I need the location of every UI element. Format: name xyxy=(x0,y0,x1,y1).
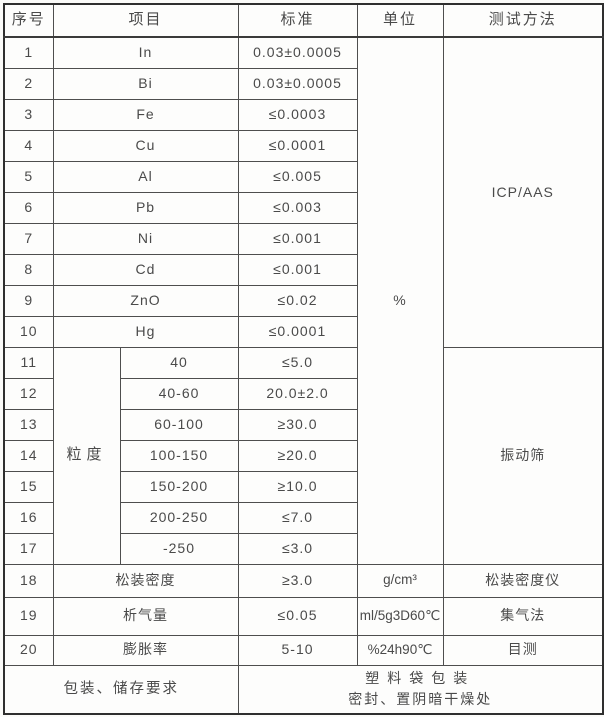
cell-no: 19 xyxy=(3,596,54,636)
cell-standard: ≤0.0001 xyxy=(237,315,358,348)
cell-item: 松装密度 xyxy=(52,563,239,598)
cell-no: 1 xyxy=(3,36,54,69)
cell-standard: 20.0±2.0 xyxy=(237,377,358,410)
cell-item: Ni xyxy=(52,222,239,255)
cell-standard: ≥3.0 xyxy=(237,563,358,598)
cell-standard: ≤0.05 xyxy=(237,596,358,636)
cell-no: 9 xyxy=(3,284,54,317)
method-sieve-cell: 振动筛 xyxy=(442,346,604,565)
cell-no: 12 xyxy=(3,377,54,410)
unit-percent-cell: % xyxy=(356,36,444,565)
cell-no: 11 xyxy=(3,346,54,379)
cell-no: 20 xyxy=(3,634,54,666)
footer-row: 包装、储存要求 塑料袋包装 密封、置阴暗干燥处 xyxy=(3,664,604,715)
cell-unit: ml/5g3D60℃ xyxy=(356,596,444,636)
cell-size: -250 xyxy=(119,532,239,565)
table-row: 20 膨胀率 5-10 %24h90℃ 目测 xyxy=(3,634,604,666)
header-no: 序号 xyxy=(3,3,54,38)
cell-standard: ≥30.0 xyxy=(237,408,358,441)
table-row: 11 粒度 40 ≤5.0 振动筛 xyxy=(3,346,604,565)
cell-no: 15 xyxy=(3,470,54,503)
cell-no: 6 xyxy=(3,191,54,224)
cell-method: 松装密度仪 xyxy=(442,563,604,598)
footer-right: 塑料袋包装 密封、置阴暗干燥处 xyxy=(237,664,604,715)
table-row: 15 150-200 ≥10.0 xyxy=(3,470,603,503)
table-row: 12 40-60 20.0±2.0 xyxy=(3,377,603,410)
cell-standard: ≤0.001 xyxy=(237,222,358,255)
cell-standard: ≥10.0 xyxy=(237,470,358,503)
table-row: 5 Al ≤0.005 xyxy=(3,160,603,193)
table-row: 10 Hg ≤0.0001 xyxy=(3,315,603,348)
cell-standard: ≤7.0 xyxy=(237,501,358,534)
cell-no: 16 xyxy=(3,501,54,534)
granularity-label-cell: 粒度 xyxy=(52,346,121,565)
footer-left: 包装、储存要求 xyxy=(3,664,239,715)
header-item: 项目 xyxy=(52,3,239,38)
cell-size: 100-150 xyxy=(119,439,239,472)
cell-item: Bi xyxy=(52,67,239,100)
cell-standard: ≤5.0 xyxy=(237,346,358,379)
table-row: 16 200-250 ≤7.0 xyxy=(3,501,603,534)
cell-method: 集气法 xyxy=(442,596,604,636)
cell-no: 17 xyxy=(3,532,54,565)
cell-item: 析气量 xyxy=(52,596,239,636)
cell-standard: 0.03±0.0005 xyxy=(237,67,358,100)
cell-item: In xyxy=(52,36,239,69)
table-row: 9 ZnO ≤0.02 xyxy=(3,284,603,317)
cell-no: 13 xyxy=(3,408,54,441)
cell-item: Cd xyxy=(52,253,239,286)
cell-no: 18 xyxy=(3,563,54,598)
cell-unit: g/cm³ xyxy=(356,563,444,598)
cell-size: 40 xyxy=(119,346,239,379)
cell-standard: 0.03±0.0005 xyxy=(237,36,358,69)
header-method: 测试方法 xyxy=(442,3,604,38)
cell-no: 10 xyxy=(3,315,54,348)
footer-right-line1: 塑料袋包装 xyxy=(365,670,476,687)
cell-item: Pb xyxy=(52,191,239,224)
cell-standard: ≥20.0 xyxy=(237,439,358,472)
cell-item: Cu xyxy=(52,129,239,162)
cell-no: 4 xyxy=(3,129,54,162)
table-row: 8 Cd ≤0.001 xyxy=(3,253,603,286)
cell-no: 7 xyxy=(3,222,54,255)
cell-standard: ≤0.02 xyxy=(237,284,358,317)
cell-unit: %24h90℃ xyxy=(356,634,444,666)
table-row: 6 Pb ≤0.003 xyxy=(3,191,603,224)
header-standard: 标准 xyxy=(237,3,358,38)
table-row: 18 松装密度 ≥3.0 g/cm³ 松装密度仪 xyxy=(3,563,604,598)
cell-size: 200-250 xyxy=(119,501,239,534)
cell-item: Fe xyxy=(52,98,239,131)
cell-no: 5 xyxy=(3,160,54,193)
cell-standard: 5-10 xyxy=(237,634,358,666)
method-icp-cell: ICP/AAS xyxy=(442,36,604,348)
header-row: 序号 项目 标准 单位 测试方法 xyxy=(3,3,604,38)
cell-size: 150-200 xyxy=(119,470,239,503)
header-unit: 单位 xyxy=(356,3,444,38)
cell-item: Al xyxy=(52,160,239,193)
cell-item: Hg xyxy=(52,315,239,348)
spec-table: 序号 项目 标准 单位 测试方法 1 In 0.03±0.0005 % ICP/… xyxy=(3,3,604,715)
table-row: 3 Fe ≤0.0003 xyxy=(3,98,603,131)
table-row: 14 100-150 ≥20.0 xyxy=(3,439,603,472)
cell-item: ZnO xyxy=(52,284,239,317)
cell-standard: ≤0.0001 xyxy=(237,129,358,162)
cell-method: 目测 xyxy=(442,634,604,666)
cell-size: 40-60 xyxy=(119,377,239,410)
cell-standard: ≤0.003 xyxy=(237,191,358,224)
cell-no: 3 xyxy=(3,98,54,131)
table-row: 1 In 0.03±0.0005 % ICP/AAS xyxy=(3,36,604,565)
cell-no: 2 xyxy=(3,67,54,100)
cell-size: 60-100 xyxy=(119,408,239,441)
cell-standard: ≤0.0003 xyxy=(237,98,358,131)
cell-item: 膨胀率 xyxy=(52,634,239,666)
cell-standard: ≤3.0 xyxy=(237,532,358,565)
table-row: 19 析气量 ≤0.05 ml/5g3D60℃ 集气法 xyxy=(3,596,604,636)
footer-right-line2: 密封、置阴暗干燥处 xyxy=(348,690,493,707)
cell-standard: ≤0.001 xyxy=(237,253,358,286)
cell-standard: ≤0.005 xyxy=(237,160,358,193)
cell-no: 8 xyxy=(3,253,54,286)
cell-no: 14 xyxy=(3,439,54,472)
table-row: 2 Bi 0.03±0.0005 xyxy=(3,67,603,100)
table-row: 17 -250 ≤3.0 xyxy=(3,532,603,565)
